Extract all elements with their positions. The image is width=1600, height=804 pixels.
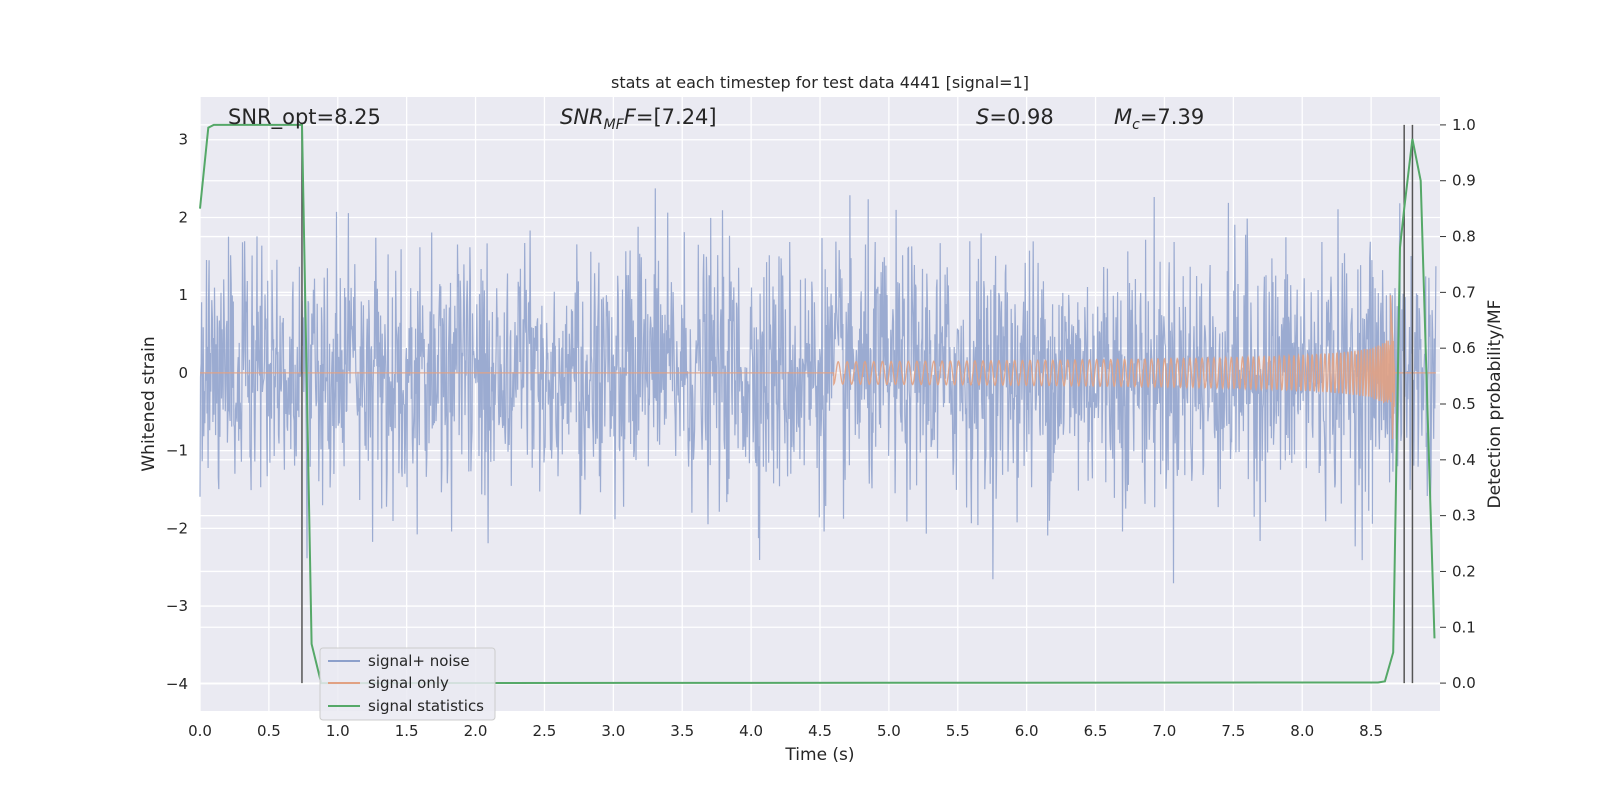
annotation-mc: Mc=7.39 xyxy=(1114,105,1204,133)
y-tick-label-right-2: 0.2 xyxy=(1452,562,1476,580)
y-tick-label-left-3: −1 xyxy=(166,442,188,460)
annotation-snr-mf-sub: MF xyxy=(604,117,625,133)
y-tick-label-left-2: −2 xyxy=(166,519,188,537)
y-tick-label-right-4: 0.4 xyxy=(1452,451,1476,469)
y-tick-label-right-7: 0.7 xyxy=(1452,283,1476,301)
y-axis-label-left: Whitened strain xyxy=(139,336,159,471)
y-tick-label-right-1: 0.1 xyxy=(1452,618,1476,636)
noise-line xyxy=(199,188,1437,584)
annotation-snr-mf-f: F xyxy=(624,105,637,129)
y-tick-label-left-1: −3 xyxy=(166,597,188,615)
statistics-line xyxy=(199,123,1436,685)
y-tick-label-left-4: 0 xyxy=(178,364,188,382)
x-tick-label-14: 7.0 xyxy=(1153,722,1177,740)
annotation-snr-mf-value: =[7.24] xyxy=(636,105,717,129)
annotation-mc-symbol: M xyxy=(1114,105,1132,129)
legend: signal+ noise signal only signal statist… xyxy=(319,647,496,721)
noise-series xyxy=(199,188,1437,584)
signal-line xyxy=(200,295,1436,439)
y-axis-label-right: Detection probability/MF xyxy=(1485,300,1505,509)
x-tick-label-17: 8.5 xyxy=(1359,722,1383,740)
x-tick-label-1: 0.5 xyxy=(257,722,281,740)
x-tick-label-8: 4.0 xyxy=(739,722,763,740)
x-tick-label-16: 8.0 xyxy=(1290,722,1314,740)
y-tick-label-right-6: 0.6 xyxy=(1452,339,1476,357)
x-tick-label-15: 7.5 xyxy=(1221,722,1245,740)
y-tick-label-left-5: 1 xyxy=(178,286,188,304)
legend-label-signal: signal only xyxy=(368,674,449,692)
annotation-s-symbol: S xyxy=(976,105,989,129)
legend-label-stat: signal statistics xyxy=(368,697,484,715)
chart-title: stats at each timestep for test data 444… xyxy=(611,73,1029,92)
x-tick-label-6: 3.0 xyxy=(601,722,625,740)
y-tick-label-right-9: 0.9 xyxy=(1452,172,1476,190)
y-tick-label-left-7: 3 xyxy=(178,131,188,149)
legend-box xyxy=(319,647,496,721)
x-tick-label-3: 1.5 xyxy=(395,722,419,740)
annotation-s: S=0.98 xyxy=(976,105,1054,129)
x-axis-label: Time (s) xyxy=(784,745,854,765)
x-tick-label-9: 4.5 xyxy=(808,722,832,740)
x-tick-label-0: 0.0 xyxy=(188,722,212,740)
legend-label-noise: signal+ noise xyxy=(368,652,470,670)
y-tick-label-right-5: 0.5 xyxy=(1452,395,1476,413)
annotations: SNR_opt=8.25 SNRMFF=[7.24] S=0.98 Mc=7.3… xyxy=(228,105,1204,133)
x-tick-label-4: 2.0 xyxy=(464,722,488,740)
x-tick-label-11: 5.5 xyxy=(946,722,970,740)
y-tick-label-right-8: 0.8 xyxy=(1452,228,1476,246)
y-tick-label-right-3: 0.3 xyxy=(1452,507,1476,525)
y-tick-label-left-0: −4 xyxy=(166,675,188,693)
annotation-s-value: =0.98 xyxy=(989,105,1053,129)
y-tick-label-right-0: 0.0 xyxy=(1452,674,1476,692)
annotation-snr-mf-base: SNR xyxy=(560,105,604,129)
signal-only-series xyxy=(200,295,1436,439)
y-tick-label-right-10: 1.0 xyxy=(1452,116,1476,134)
x-tick-label-12: 6.0 xyxy=(1015,722,1039,740)
signal-statistics-series xyxy=(199,123,1436,685)
x-tick-label-13: 6.5 xyxy=(1084,722,1108,740)
annotation-mc-sub: c xyxy=(1132,117,1140,133)
x-tick-label-5: 2.5 xyxy=(533,722,557,740)
tick-labels: 0.0 0.5 1.0 1.5 2.0 2.5 3.0 3.5 4.0 4.5 5.0 5.5 6.0 6… xyxy=(166,116,1476,740)
annotation-snr-mf: SNRMFF=[7.24] xyxy=(560,105,717,133)
x-tick-label-10: 5.0 xyxy=(877,722,901,740)
y-tick-label-left-6: 2 xyxy=(178,208,188,226)
annotation-snr-opt: SNR_opt=8.25 xyxy=(228,105,381,130)
x-tick-label-7: 3.5 xyxy=(670,722,694,740)
annotation-mc-value: =7.39 xyxy=(1140,105,1204,129)
x-tick-label-2: 1.0 xyxy=(326,722,350,740)
